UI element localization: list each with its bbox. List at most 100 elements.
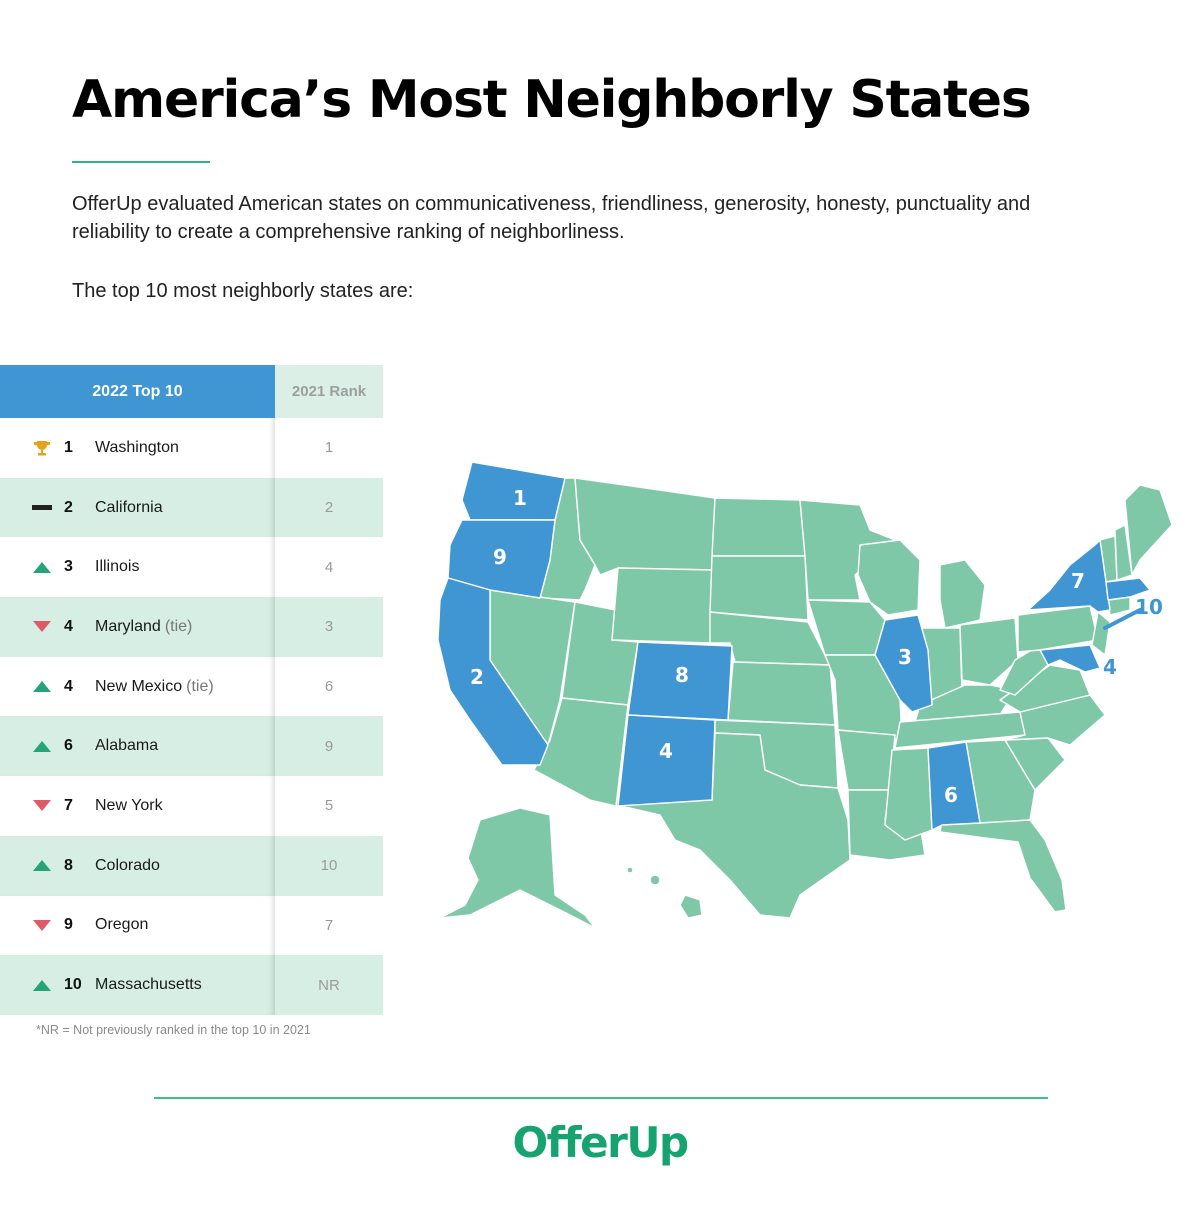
map-label-new-mexico: 4 [659, 739, 673, 763]
state-name: Illinois [95, 558, 140, 576]
state-name: Massachusetts [95, 976, 202, 994]
title-underline [72, 161, 210, 163]
state-name: California [95, 498, 163, 516]
map-label-massachusetts: 10 [1135, 595, 1163, 619]
state-colorado [627, 641, 733, 721]
state-florida [939, 819, 1067, 913]
state-illinois [874, 614, 933, 713]
previous-rank-cell: 1 [324, 439, 334, 457]
tie-note: (tie) [186, 677, 214, 695]
state-new-jersey [1091, 611, 1111, 656]
down-arrow-icon [32, 617, 52, 637]
down-arrow-icon [32, 915, 52, 935]
table-row: 7 New York 5 [0, 776, 383, 836]
intro-paragraph: OfferUp evaluated American states on com… [72, 193, 1031, 243]
down-arrow-icon [32, 796, 52, 816]
no-change-icon [32, 498, 52, 518]
previous-rank-cell: 3 [275, 597, 383, 657]
map-label-washington: 1 [513, 486, 527, 510]
rank-cell: 9 Oregon [0, 896, 275, 956]
previous-rank-cell: 4 [324, 558, 334, 576]
rank-number: 9 [64, 916, 73, 934]
rank-cell: 4 New Mexico (tie) [0, 657, 275, 717]
offerup-logo: OfferUp [512, 1118, 689, 1167]
table-row: 3 Illinois 4 [0, 537, 383, 597]
previous-rank-cell: 5 [324, 797, 334, 815]
table-row: 8 Colorado 10 [0, 835, 383, 896]
table-row: 9 Oregon 7 [0, 896, 383, 956]
rank-cell: 10 Massachusetts [0, 955, 275, 1015]
state-minnesota [799, 499, 896, 601]
table-row: 10 Massachusetts NR [0, 955, 383, 1015]
previous-rank-cell: 9 [275, 716, 383, 777]
previous-rank-cell: 10 [275, 835, 383, 896]
rank-number: 6 [64, 737, 73, 755]
rank-number: 7 [64, 796, 73, 814]
long-island-line [1103, 608, 1142, 630]
map-label-illinois: 3 [898, 645, 912, 669]
state-name: Oregon [95, 916, 149, 934]
rank-number: 8 [64, 856, 73, 874]
state-name: Washington [95, 438, 179, 456]
state-name: New Mexico [95, 677, 183, 695]
state-new-york [1027, 539, 1111, 613]
column-header-2022: 2022 Top 10 [0, 365, 275, 418]
state-name: Maryland [95, 617, 161, 635]
lead-text: The top 10 most neighborly states are: [72, 280, 414, 302]
column-header-2021: 2021 Rank [275, 365, 383, 418]
state-california [437, 577, 549, 766]
tie-note: (tie) [164, 617, 193, 635]
rank-cell: 2 California [0, 477, 275, 538]
page-title: America’s Most Neighborly States [72, 70, 1032, 130]
rank-number: 3 [64, 558, 73, 576]
up-arrow-icon [32, 975, 52, 995]
state-arizona [533, 697, 629, 807]
state-name: Alabama [95, 737, 159, 755]
state-texas [615, 732, 851, 919]
rank-number: 4 [64, 677, 73, 695]
state-north-carolina [1004, 694, 1106, 746]
footnote: *NR = Not previously ranked in the top 1… [36, 1023, 311, 1037]
up-arrow-icon [32, 677, 52, 697]
rank-cell: 1 Washington [0, 418, 275, 478]
trophy-icon [32, 438, 52, 458]
state-arkansas [837, 729, 896, 791]
up-arrow-icon [32, 736, 52, 756]
state-hawaii-island [626, 866, 634, 874]
rank-number: 10 [64, 976, 82, 994]
state-pennsylvania [1017, 605, 1099, 653]
rank-number: 4 [64, 617, 73, 635]
state-massachusetts [1105, 577, 1151, 601]
previous-rank-cell: 7 [324, 916, 334, 934]
state-mississippi [884, 747, 933, 841]
state-new-mexico [617, 714, 716, 807]
state-maryland [1039, 644, 1101, 673]
state-hawaii-island [649, 874, 661, 886]
state-name: New York [95, 796, 163, 814]
state-kansas [727, 661, 836, 726]
state-maine [1124, 484, 1173, 576]
up-arrow-icon [32, 856, 52, 876]
rank-cell: 6 Alabama [0, 716, 275, 777]
previous-rank-cell: NR [275, 955, 383, 1015]
previous-rank-cell: 2 [275, 477, 383, 538]
map-label-maryland: 4 [1103, 655, 1117, 679]
previous-rank-cell: 6 [324, 678, 334, 696]
map-label-california: 2 [470, 665, 484, 689]
table-row: 4 New Mexico (tie) 6 [0, 657, 383, 717]
state-montana [574, 477, 716, 576]
ranking-table: 2022 Top 10 2021 Rank 1 Washington 1 2 Calif… [0, 365, 383, 1015]
rank-cell: 7 New York [0, 776, 275, 836]
state-alaska [439, 807, 596, 929]
state-michigan [939, 559, 986, 629]
map-label-alabama: 6 [944, 783, 958, 807]
state-name: Colorado [95, 856, 160, 874]
map-label-colorado: 8 [675, 663, 689, 687]
table-row: 4 Maryland (tie) 3 [0, 597, 383, 657]
table-header: 2022 Top 10 2021 Rank [0, 365, 383, 418]
state-ohio [959, 617, 1019, 686]
state-wyoming [611, 567, 713, 644]
rank-cell: 8 Colorado [0, 835, 275, 896]
rank-number: 2 [64, 498, 73, 516]
rank-cell: 4 Maryland (tie) [0, 597, 275, 657]
